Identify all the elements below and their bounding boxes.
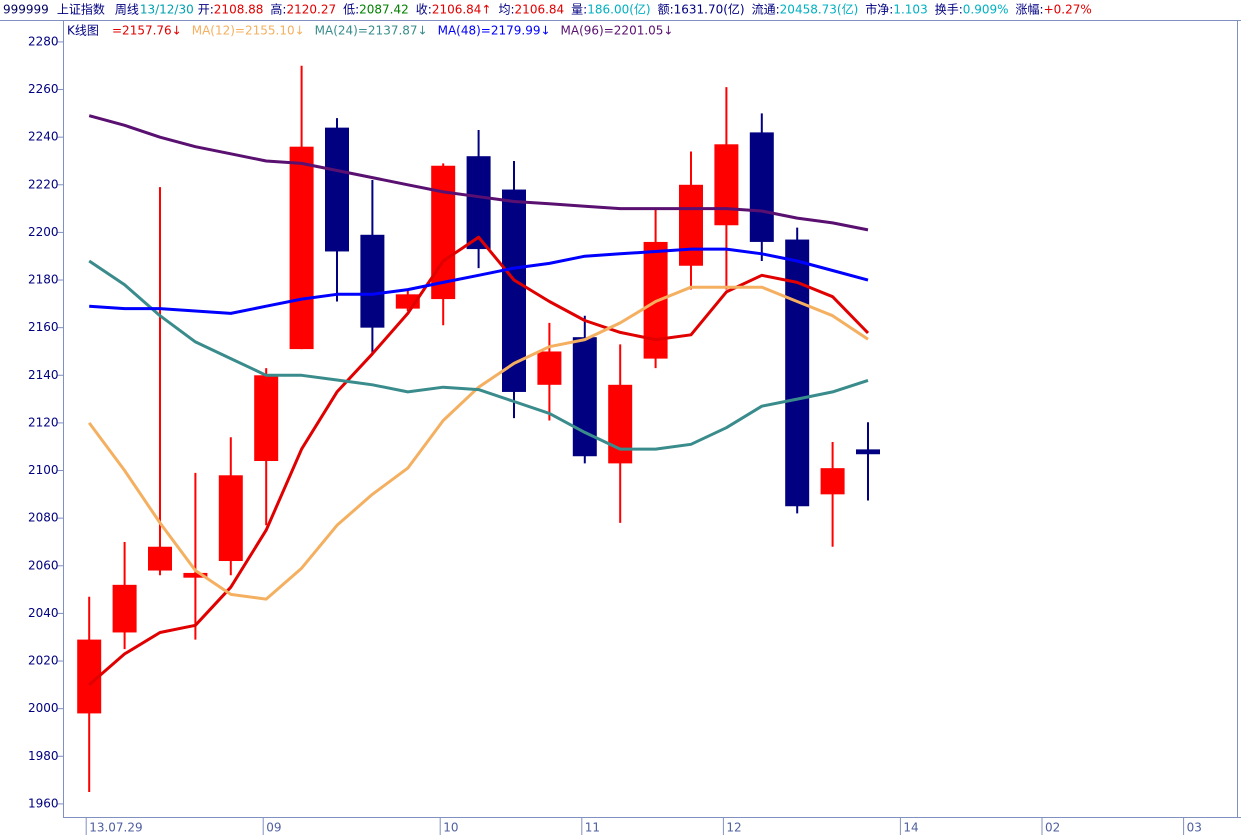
field-label: 开: — [198, 3, 214, 17]
y-tick-label: 2080 — [28, 511, 59, 525]
field-label: 量: — [571, 3, 587, 17]
field-label: 均: — [499, 3, 515, 17]
field-value: 1631.70(亿) — [674, 2, 745, 17]
candle-body — [572, 337, 597, 457]
candle-body — [360, 234, 385, 328]
y-tick-label: 2240 — [28, 130, 59, 144]
y-tick-label: 2120 — [28, 415, 59, 429]
stock-name: 上证指数 — [57, 2, 105, 17]
candle-body — [112, 584, 137, 633]
field-value: 0.909% — [963, 3, 1009, 17]
x-tick-label: 10 — [443, 821, 458, 835]
y-tick-label: 1980 — [28, 749, 59, 763]
ma-line — [87, 285, 869, 601]
candle-body — [678, 184, 703, 266]
candle-body — [254, 375, 279, 462]
header: 999999 上证指数 周线 13/12/30 开: 2108.88 高: 2120.27 低:… — [3, 2, 1092, 17]
y-tick-label: 2220 — [28, 177, 59, 191]
legend-entry: MA(48)=2179.99↓ — [438, 24, 551, 38]
legend-label: K线图 — [67, 24, 99, 38]
y-tick-label: 2140 — [28, 368, 59, 382]
period: 周线 — [115, 3, 139, 17]
ma-line — [88, 259, 869, 451]
field-value: 2108.88 — [214, 3, 264, 17]
field-value: 2106.84 — [515, 3, 565, 17]
field-value: 2087.42 — [359, 3, 409, 17]
legend-entry: MA(12)=2155.10↓ — [192, 24, 305, 38]
field-label: 低: — [343, 3, 359, 17]
candle-body — [537, 351, 562, 385]
field-label: 涨幅: — [1016, 2, 1044, 17]
y-tick-label: 2100 — [28, 463, 59, 477]
candle-body — [608, 384, 633, 464]
ma-line — [89, 247, 869, 315]
y-tick-label: 2180 — [28, 273, 59, 287]
legend-entry: =2157.76↓ — [112, 24, 182, 38]
candle-body — [501, 189, 526, 392]
stock-code: 999999 — [3, 3, 49, 17]
x-tick-label: 14 — [903, 821, 918, 835]
candle-body — [147, 546, 172, 571]
candle-body — [855, 449, 880, 455]
legend-entry: MA(96)=2201.05↓ — [561, 24, 674, 38]
y-tick-label: 2160 — [28, 320, 59, 334]
field-label: 市净: — [865, 2, 893, 17]
field-label: 额: — [658, 3, 674, 17]
field-label: 高: — [270, 2, 286, 17]
date: 13/12/30 — [140, 3, 194, 17]
x-tick-label: 12 — [726, 821, 741, 835]
field-value: +0.27% — [1044, 3, 1092, 17]
x-tick-label: 13.07.29 — [89, 821, 142, 835]
y-tick-label: 2060 — [28, 558, 59, 572]
candle-body — [749, 132, 774, 242]
field-label: 流通: — [752, 3, 780, 17]
field-value: 20458.73(亿) — [780, 2, 859, 17]
x-tick-label: 02 — [1045, 821, 1060, 835]
x-tick-label: 09 — [266, 821, 281, 835]
field-value: 2120.27 — [286, 3, 336, 17]
candle-body — [820, 468, 845, 495]
field-value: 1.103 — [893, 3, 927, 17]
field-label: 收: — [416, 3, 432, 17]
field-value: 2106.84↑ — [432, 3, 492, 17]
y-tick-label: 2200 — [28, 225, 59, 239]
candle-body — [324, 127, 349, 252]
candle-body — [466, 156, 491, 250]
y-tick-label: 2020 — [28, 654, 59, 668]
ma-line — [88, 114, 869, 232]
y-tick-label: 1960 — [28, 796, 59, 810]
candle-body — [218, 475, 243, 562]
candle-body — [289, 146, 314, 350]
x-tick-label: 03 — [1187, 821, 1202, 835]
candle-body — [183, 572, 208, 578]
y-tick-label: 2000 — [28, 701, 59, 715]
candle-body — [431, 165, 456, 300]
field-label: 换手: — [935, 3, 963, 17]
y-tick-label: 2040 — [28, 606, 59, 620]
y-tick-label: 2280 — [28, 34, 59, 48]
y-tick-label: 2260 — [28, 82, 59, 96]
legend-entry: MA(24)=2137.87↓ — [315, 24, 428, 38]
field-value: 186.00(亿) — [587, 2, 650, 17]
candle-body — [714, 144, 739, 226]
x-tick-label: 11 — [585, 821, 600, 835]
